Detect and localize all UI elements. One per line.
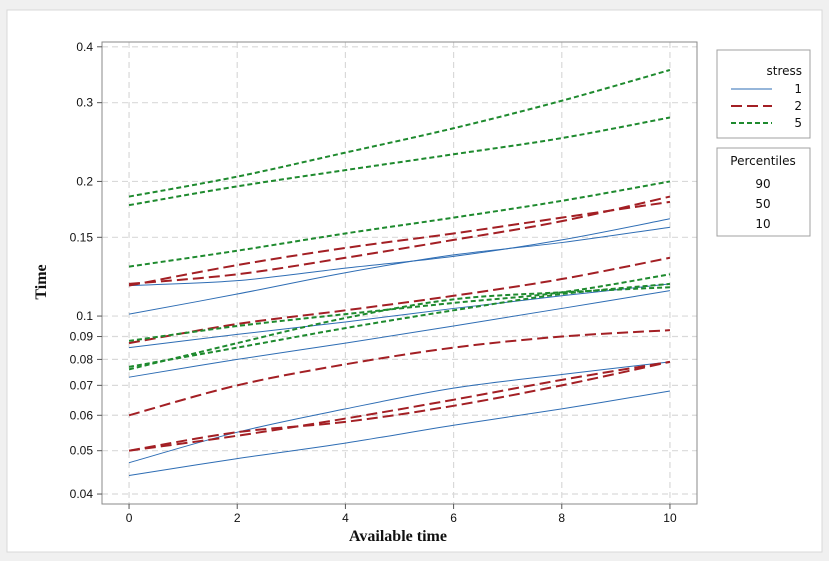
series-line-stress-1-p90-lower: [128, 226, 671, 315]
legend-percentile-entries: 90 50 10: [755, 177, 770, 231]
series-line-stress-1-p90-upper: [129, 218, 671, 287]
legend-label-stress: 1: [794, 82, 802, 96]
y-tick-label: 0.15: [70, 230, 94, 244]
legend-label-percentile: 50: [755, 197, 770, 211]
series-line-stress-5-p10-lower: [128, 286, 670, 371]
x-tick-label: 2: [234, 511, 241, 525]
y-tick-label: 0.04: [70, 487, 94, 501]
y-axis: 0.04 0.05 0.06 0.07 0.08 0.09 0.1 0.15 0.2 0.3 0.4: [70, 40, 102, 501]
legend-percentiles-box: [716, 147, 811, 237]
series-line-stress-1-p50-lower: [128, 290, 671, 378]
x-axis: 0 2 4 6 8 10: [126, 504, 677, 525]
x-tick-label: 0: [126, 511, 133, 525]
legend-label-stress: 2: [794, 99, 802, 113]
series-line-stress-1-p10-lower: [128, 390, 671, 477]
y-tick-label: 0.08: [70, 352, 94, 366]
y-tick-label: 0.07: [70, 378, 94, 392]
x-axis-title: Available time: [349, 528, 447, 545]
x-tick-label: 4: [342, 511, 349, 525]
x-tick-label: 6: [450, 511, 457, 525]
y-tick-label: 0.05: [70, 444, 94, 458]
y-tick-label: 0.3: [76, 96, 93, 110]
chart-panel: [6, 9, 823, 553]
series-line-stress-5-p50-upper: [128, 180, 671, 268]
y-axis-title: Time: [33, 264, 50, 299]
plot-area-border: [101, 41, 698, 505]
series-line-stress-2-p90-upper: [128, 195, 671, 285]
series-line-stress-2-p10-upper: [128, 360, 671, 452]
series-line-stress-2-p50-upper: [128, 256, 671, 345]
legend-label-percentile: 90: [755, 177, 770, 191]
series-line-stress-5-p50-lower: [128, 273, 671, 342]
legend-stress-entries: 1 2 5: [731, 82, 802, 130]
y-tick-label: 0.1: [76, 309, 93, 323]
legend-percentiles-title: Percentiles: [730, 154, 795, 168]
y-tick-label: 0.09: [70, 330, 94, 344]
legend-stress-title: stress: [766, 64, 802, 78]
series-group: [128, 69, 671, 477]
legend-percentiles: Percentiles 90 50 10: [716, 147, 811, 237]
y-tick-label: 0.2: [76, 174, 93, 188]
legend-label-percentile: 10: [755, 217, 770, 231]
series-line-stress-5-p90-lower: [128, 116, 671, 207]
y-tick-label: 0.4: [76, 40, 93, 54]
series-line-stress-2-p10-lower: [128, 360, 671, 452]
legend-label-stress: 5: [794, 116, 802, 130]
series-line-stress-2-p90-lower: [128, 200, 671, 287]
series-line-stress-1-p10-upper: [128, 361, 671, 464]
series-line-stress-2-p50-lower: [128, 329, 671, 417]
series-line-stress-1-p50-upper: [128, 283, 671, 349]
x-tick-label: 8: [558, 511, 565, 525]
y-tick-label: 0.06: [70, 408, 94, 422]
x-tick-label: 10: [663, 511, 677, 525]
series-line-stress-5-p90-upper: [128, 69, 671, 198]
legend-stress: stress 1 2 5: [716, 49, 811, 139]
